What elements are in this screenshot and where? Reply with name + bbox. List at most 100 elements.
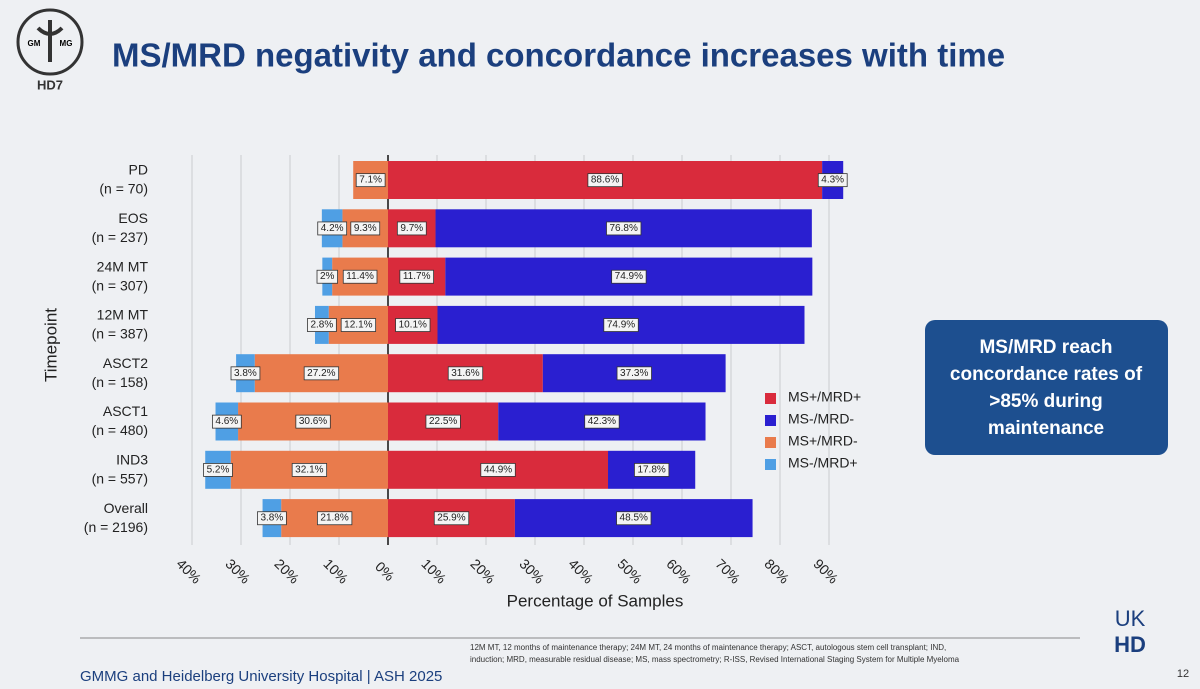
value-label: 3.8% [260,513,283,524]
y-tick-label: (n = 557) [92,471,148,487]
value-label-box [480,463,516,477]
legend-swatch [765,393,776,404]
y-tick-label: 24M MT [97,258,149,274]
value-label: 31.6% [451,368,479,379]
value-label: 44.9% [484,464,512,475]
x-tick-label: 40% [565,556,596,587]
y-tick-label: (n = 158) [92,374,148,390]
x-tick-label: 70% [712,556,743,587]
x-tick-label: 60% [663,556,694,587]
value-label-box [355,173,386,188]
value-label: 4.6% [215,416,238,427]
callout-text: maintenance [988,418,1104,439]
value-label: 9.7% [400,223,423,234]
footer-source: GMMG and Heidelberg University Hospital … [80,668,442,685]
value-label-box [611,269,647,284]
logo-ring [16,8,84,76]
value-label: 4.2% [321,223,344,234]
x-tick-label: 50% [614,556,645,587]
y-tick-label: (n = 2196) [84,519,148,535]
legend-swatch [765,415,776,426]
value-label-box [817,173,848,188]
value-label-box [616,366,652,381]
y-tick-label: EOS [118,210,148,226]
brand: UK [1115,606,1146,631]
value-label: 10.1% [399,320,427,331]
value-label-box [340,318,377,332]
value-label: 48.5% [620,513,648,524]
x-tick-label: 90% [810,556,841,587]
value-label-box [317,221,348,236]
value-label-box [316,269,338,284]
value-label-box [587,173,623,188]
value-label-box [634,463,670,477]
x-tick-label: 30% [222,556,253,587]
callout-box [925,320,1168,455]
y-tick-label: 12M MT [97,307,149,323]
x-tick-label: 40% [173,556,204,587]
value-label: 37.3% [620,368,648,379]
x-tick-label: 0% [372,558,398,584]
value-label-box [211,414,242,429]
value-label: 2% [320,271,335,282]
value-label-box [303,366,340,381]
value-label: 76.8% [610,223,638,234]
x-tick-label: 20% [271,556,302,587]
legend-swatch [765,459,776,470]
y-tick-label: (n = 70) [99,181,148,197]
value-label-box [342,269,378,284]
value-label-box [433,511,470,526]
y-tick-label: (n = 480) [92,422,148,438]
value-label-box [350,221,381,236]
page-number: 12 [1177,668,1189,680]
brand: HD [1114,632,1146,657]
value-label-box [291,463,328,477]
value-label-box [399,269,434,284]
x-tick-label: 10% [320,556,351,587]
value-label: 27.2% [307,368,335,379]
value-label-box [584,414,620,429]
x-tick-label: 80% [761,556,792,587]
value-label: 11.7% [403,271,431,282]
y-tick-label: PD [129,162,148,178]
value-label: 12.1% [344,320,372,331]
value-label: 25.9% [437,513,465,524]
y-tick-label: ASCT2 [103,355,148,371]
value-label: 22.5% [429,416,457,427]
footnote: induction; MRD, measurable residual dise… [470,655,960,664]
value-label-box [257,511,287,526]
value-label: 74.9% [615,271,643,282]
y-tick-label: (n = 307) [92,277,148,293]
value-label-box [203,463,233,477]
x-tick-label: 30% [516,556,547,587]
value-label: 7.1% [359,175,382,186]
value-label: 32.1% [295,464,323,475]
callout-text: concordance rates of [950,364,1143,385]
callout-text: >85% during [989,391,1103,412]
value-label: 4.3% [821,175,844,186]
value-label: 42.3% [588,416,616,427]
value-label-box [606,221,642,236]
footnote: 12M MT, 12 months of maintenance therapy… [470,643,946,652]
study-label: HD7 [37,77,63,92]
y-tick-label: (n = 237) [92,229,148,245]
value-label: 5.2% [207,464,230,475]
y-tick-label: Overall [104,500,148,516]
value-label-box [447,366,484,381]
value-label: 74.9% [607,320,635,331]
value-label: 30.6% [299,416,327,427]
value-label: 17.8% [637,464,665,475]
y-tick-label: IND3 [116,452,148,468]
value-label-box [603,318,639,332]
legend-label: MS-/MRD+ [788,455,858,471]
value-label-box [616,511,652,526]
value-label: 9.3% [354,223,377,234]
legend-label: MS-/MRD- [788,411,854,427]
y-axis-label: Timepoint [41,308,60,382]
value-label-box [307,318,337,332]
logo-text: MG [60,39,73,48]
x-tick-label: 20% [467,556,498,587]
x-axis-label: Percentage of Samples [507,591,684,610]
